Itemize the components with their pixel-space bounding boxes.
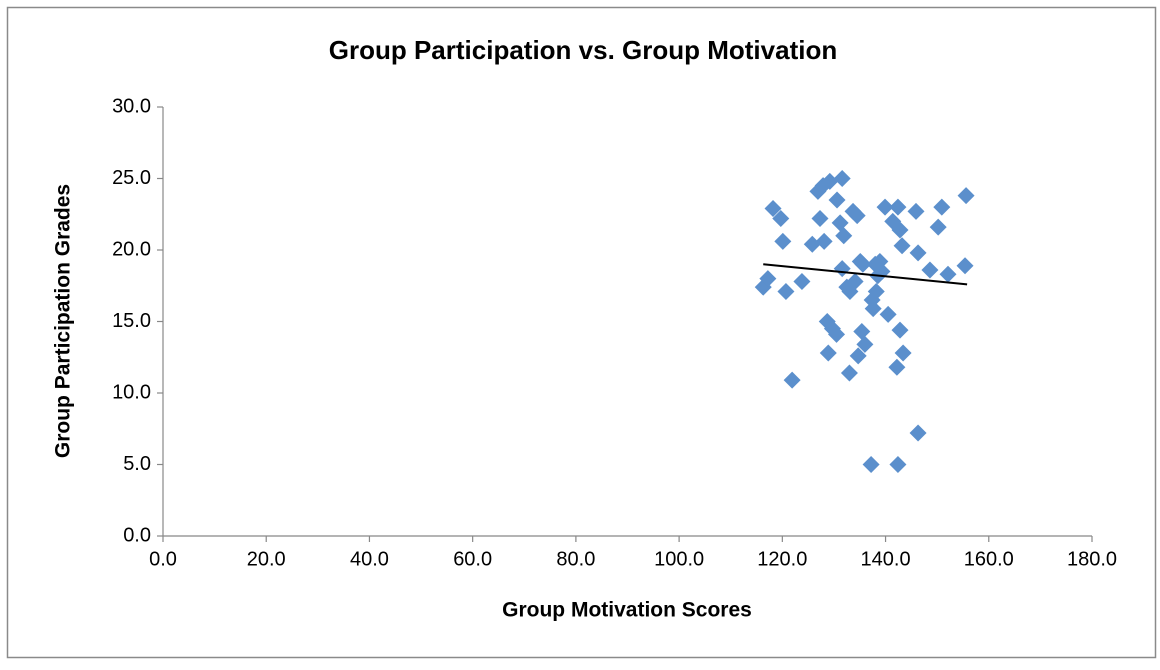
y-axis-title: Group Participation Grades xyxy=(52,184,75,458)
trendline xyxy=(763,263,968,286)
x-tick-label: 160.0 xyxy=(964,548,1014,570)
data-point xyxy=(889,456,907,473)
x-tick-label: 140.0 xyxy=(861,548,911,570)
data-point xyxy=(783,371,801,389)
data-point xyxy=(867,282,885,300)
data-point xyxy=(856,335,874,353)
y-tick-label: 25.0 xyxy=(112,167,151,189)
data-point xyxy=(819,344,837,362)
data-point xyxy=(907,202,925,220)
data-point xyxy=(854,255,872,273)
data-point xyxy=(879,305,897,323)
y-tick-label: 20.0 xyxy=(112,238,151,260)
data-point xyxy=(828,325,846,343)
y-tick-label: 0.0 xyxy=(123,524,151,546)
data-point xyxy=(840,364,858,382)
data-point xyxy=(894,344,912,362)
data-point xyxy=(889,198,907,216)
data-point xyxy=(835,227,853,245)
data-point xyxy=(891,221,909,239)
data-point xyxy=(891,321,909,339)
chart-title: Group Participation vs. Group Motivation xyxy=(329,35,837,65)
x-tick-label: 20.0 xyxy=(247,548,286,570)
data-point xyxy=(933,198,951,216)
data-point xyxy=(864,300,882,318)
y-tick-label: 10.0 xyxy=(112,381,151,403)
data-point xyxy=(921,261,939,279)
data-point xyxy=(939,265,957,283)
x-tick-label: 180.0 xyxy=(1067,548,1117,570)
data-point xyxy=(774,232,792,250)
data-point xyxy=(803,235,821,253)
x-tick-label: 80.0 xyxy=(556,548,595,570)
chart-border xyxy=(6,6,1157,659)
data-point xyxy=(849,347,867,365)
data-point xyxy=(831,214,849,232)
data-point xyxy=(853,323,871,341)
data-point xyxy=(846,272,864,290)
data-point xyxy=(821,172,839,190)
data-point xyxy=(833,170,851,187)
x-tick-label: 40.0 xyxy=(350,548,389,570)
data-point xyxy=(876,198,894,216)
x-tick-label: 100.0 xyxy=(654,548,704,570)
x-tick-label: 60.0 xyxy=(453,548,492,570)
x-tick-label: 0.0 xyxy=(149,548,177,570)
data-point xyxy=(848,207,866,225)
data-point xyxy=(793,272,811,290)
data-point xyxy=(893,237,911,255)
data-point xyxy=(862,456,880,473)
y-tick-label: 30.0 xyxy=(112,95,151,117)
data-point xyxy=(909,244,927,262)
data-point xyxy=(929,218,947,236)
data-point xyxy=(759,270,777,288)
data-point xyxy=(777,282,795,300)
data-point xyxy=(956,257,974,275)
data-point xyxy=(811,210,829,228)
data-point xyxy=(888,358,906,376)
x-tick-label: 120.0 xyxy=(757,548,807,570)
data-point xyxy=(764,200,782,218)
y-tick-label: 15.0 xyxy=(112,310,151,332)
data-point xyxy=(909,424,927,442)
x-axis-title: Group Motivation Scores xyxy=(502,599,752,622)
data-point xyxy=(957,187,975,205)
data-point xyxy=(815,232,833,250)
data-point xyxy=(772,210,790,228)
y-tick-label: 5.0 xyxy=(123,453,151,475)
data-point xyxy=(828,191,846,209)
